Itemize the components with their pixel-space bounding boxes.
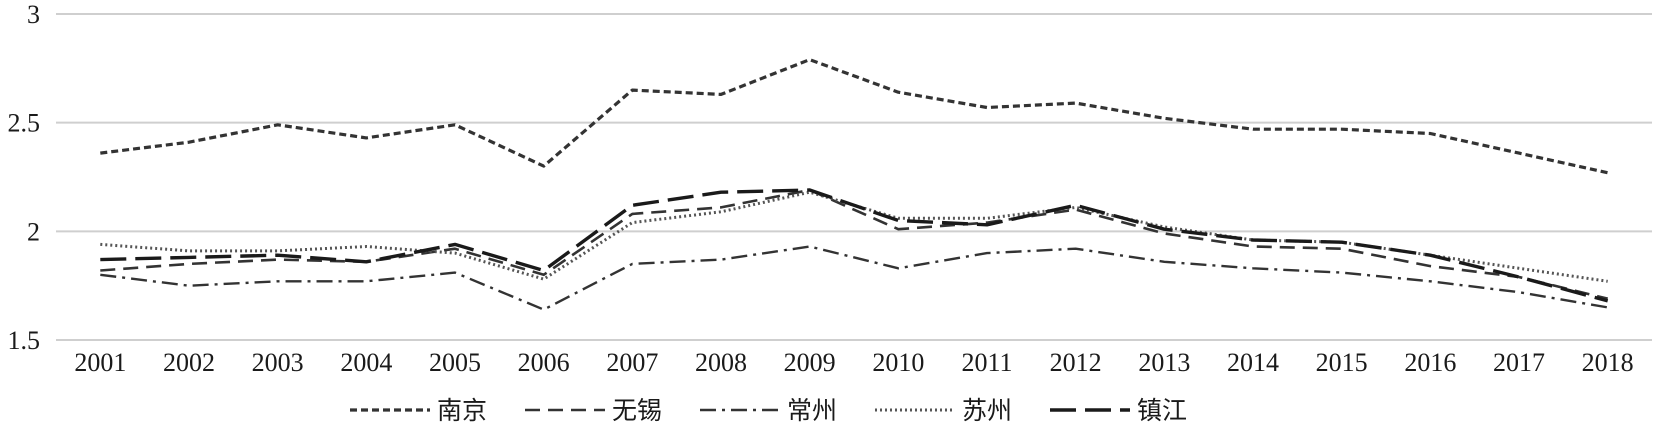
legend-item: 无锡	[525, 396, 662, 425]
legend-label: 苏州	[962, 396, 1012, 425]
x-tick-label: 2013	[1138, 348, 1190, 377]
x-axis-tick-labels: 2001 2002 2003 2004 2005 2006 2007 2008 2009 2010…	[74, 348, 1633, 377]
x-tick-label: 2016	[1404, 348, 1456, 377]
gridlines	[56, 13, 1652, 341]
x-tick-label: 2010	[872, 348, 924, 377]
x-tick-label: 2014	[1227, 348, 1279, 377]
x-tick-label: 2018	[1582, 348, 1634, 377]
legend-label: 镇江	[1137, 396, 1187, 425]
legend-item: 南京	[350, 396, 487, 425]
x-tick-label: 2017	[1493, 348, 1545, 377]
x-tick-label: 2003	[252, 348, 304, 377]
legend: 南京 无锡 常州 苏州 镇江	[350, 396, 1187, 425]
y-axis-tick-labels: 1.5 2 2.5 3	[8, 0, 41, 355]
x-tick-label: 2009	[784, 348, 836, 377]
x-tick-label: 2004	[340, 348, 392, 377]
x-tick-label: 2011	[961, 348, 1012, 377]
x-tick-label: 2015	[1316, 348, 1368, 377]
series-line-4	[100, 190, 1608, 283]
x-tick-label: 2008	[695, 348, 747, 377]
series-line-3	[100, 245, 1608, 311]
series-lines	[100, 57, 1609, 311]
y-tick-label: 1.5	[8, 326, 41, 355]
y-tick-label: 3	[27, 0, 40, 29]
y-tick-label: 2	[27, 217, 40, 246]
legend-item: 常州	[700, 396, 837, 425]
series-line-2	[100, 188, 1609, 300]
x-tick-label: 2007	[606, 348, 658, 377]
legend-label: 无锡	[612, 396, 662, 425]
x-tick-label: 2005	[429, 348, 481, 377]
series-line-5	[100, 188, 1609, 303]
x-tick-label: 2006	[518, 348, 570, 377]
legend-label: 南京	[437, 396, 487, 425]
legend-item: 镇江	[1050, 396, 1187, 425]
y-tick-label: 2.5	[8, 109, 41, 138]
x-tick-label: 2001	[74, 348, 126, 377]
legend-item: 苏州	[875, 396, 1012, 425]
series-line-1	[100, 57, 1609, 175]
x-tick-label: 2012	[1050, 348, 1102, 377]
legend-label: 常州	[787, 396, 837, 425]
x-tick-label: 2002	[163, 348, 215, 377]
